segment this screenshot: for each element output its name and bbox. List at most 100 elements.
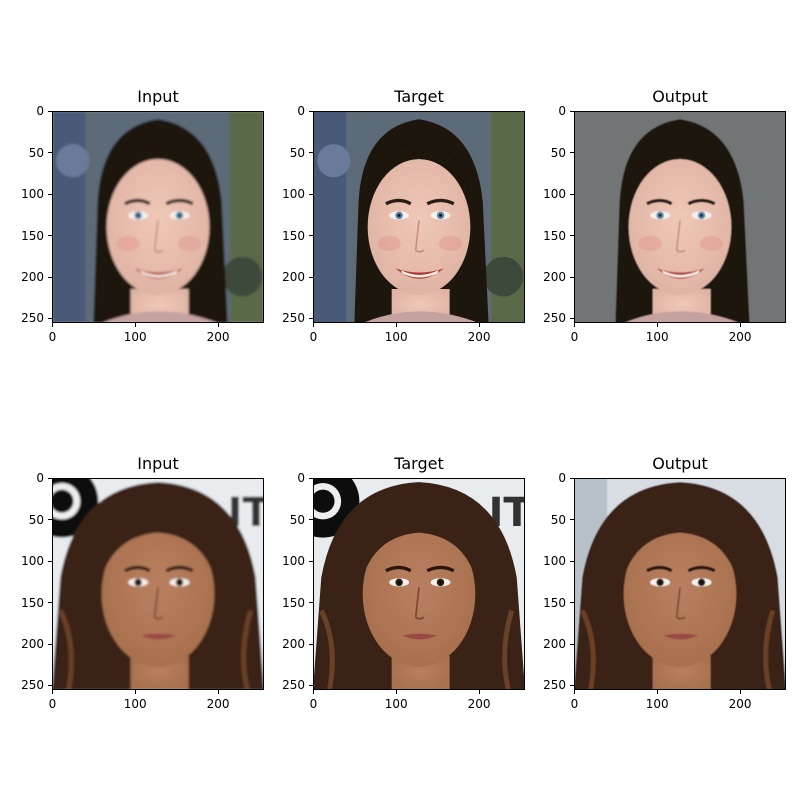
y-tick bbox=[48, 193, 52, 195]
panel-title: Output bbox=[652, 87, 708, 106]
y-tick-label: 150 bbox=[543, 228, 566, 243]
y-tick-label: 200 bbox=[21, 270, 44, 285]
y-tick-label: 100 bbox=[21, 187, 44, 202]
y-tick-label: 150 bbox=[543, 595, 566, 610]
y-tick bbox=[309, 110, 313, 112]
y-tick-label: 150 bbox=[21, 228, 44, 243]
y-tick bbox=[309, 560, 313, 562]
x-tick-label: 100 bbox=[645, 697, 669, 711]
x-tick-label: 0 bbox=[309, 697, 318, 711]
x-tick bbox=[656, 323, 658, 327]
y-tick bbox=[48, 235, 52, 237]
x-tick bbox=[395, 690, 397, 694]
y-tick bbox=[309, 193, 313, 195]
image-panel-output bbox=[574, 478, 786, 690]
y-tick-label: 150 bbox=[282, 595, 305, 610]
y-tick bbox=[48, 110, 52, 112]
y-tick bbox=[309, 519, 313, 521]
y-tick-label: 150 bbox=[282, 228, 305, 243]
y-tick-label: 50 bbox=[550, 145, 566, 160]
image-panel-input: IT bbox=[52, 478, 264, 690]
y-tick-label: 200 bbox=[21, 637, 44, 652]
y-tick bbox=[570, 684, 574, 686]
x-tick bbox=[217, 323, 219, 327]
y-tick-label: 200 bbox=[282, 270, 305, 285]
y-tick bbox=[48, 519, 52, 521]
y-tick-label: 250 bbox=[21, 678, 44, 693]
y-tick bbox=[570, 643, 574, 645]
face-image: IT bbox=[52, 478, 264, 690]
y-tick bbox=[309, 317, 313, 319]
y-tick-label: 250 bbox=[543, 678, 566, 693]
y-tick-label: 250 bbox=[543, 311, 566, 326]
y-tick-label: 50 bbox=[550, 512, 566, 527]
image-panel-target bbox=[313, 111, 525, 323]
x-tick-label: 100 bbox=[123, 697, 147, 711]
y-tick bbox=[48, 684, 52, 686]
x-tick-label: 200 bbox=[206, 697, 230, 711]
x-tick-label: 0 bbox=[48, 330, 57, 344]
y-tick bbox=[570, 110, 574, 112]
y-tick-label: 250 bbox=[282, 311, 305, 326]
y-tick-label: 200 bbox=[282, 637, 305, 652]
y-tick-label: 0 bbox=[297, 471, 305, 486]
y-tick-label: 250 bbox=[21, 311, 44, 326]
image-panel-target: IT bbox=[313, 478, 525, 690]
y-tick bbox=[48, 152, 52, 154]
x-tick bbox=[217, 690, 219, 694]
x-tick bbox=[656, 690, 658, 694]
y-tick bbox=[570, 152, 574, 154]
y-tick bbox=[570, 276, 574, 278]
y-tick bbox=[570, 235, 574, 237]
y-tick bbox=[48, 276, 52, 278]
x-tick bbox=[739, 323, 741, 327]
y-tick bbox=[570, 193, 574, 195]
x-tick bbox=[312, 690, 314, 694]
x-tick-label: 100 bbox=[645, 330, 669, 344]
x-tick-label: 200 bbox=[467, 330, 491, 344]
face-image: IT bbox=[313, 478, 525, 690]
y-tick-label: 200 bbox=[543, 637, 566, 652]
y-tick bbox=[309, 477, 313, 479]
face-image bbox=[574, 478, 786, 690]
x-tick bbox=[395, 323, 397, 327]
y-tick-label: 150 bbox=[21, 595, 44, 610]
y-tick bbox=[570, 602, 574, 604]
y-tick-label: 250 bbox=[282, 678, 305, 693]
y-tick-label: 50 bbox=[289, 145, 305, 160]
y-tick-label: 0 bbox=[558, 104, 566, 119]
y-tick bbox=[309, 643, 313, 645]
y-tick bbox=[570, 317, 574, 319]
y-tick-label: 0 bbox=[558, 471, 566, 486]
x-tick-label: 100 bbox=[123, 330, 147, 344]
x-tick-label: 0 bbox=[309, 330, 318, 344]
y-tick bbox=[309, 235, 313, 237]
y-tick-label: 100 bbox=[543, 187, 566, 202]
y-tick bbox=[570, 477, 574, 479]
x-tick bbox=[739, 690, 741, 694]
y-tick-label: 0 bbox=[36, 104, 44, 119]
y-tick-label: 100 bbox=[282, 187, 305, 202]
x-tick bbox=[573, 690, 575, 694]
x-tick bbox=[312, 323, 314, 327]
image-panel-input bbox=[52, 111, 264, 323]
x-tick-label: 0 bbox=[48, 697, 57, 711]
x-tick bbox=[478, 690, 480, 694]
panel-title: Target bbox=[394, 87, 444, 106]
x-tick-label: 200 bbox=[206, 330, 230, 344]
y-tick bbox=[48, 643, 52, 645]
y-tick-label: 100 bbox=[282, 554, 305, 569]
face-image bbox=[574, 111, 786, 323]
x-tick-label: 200 bbox=[728, 697, 752, 711]
panel-title: Output bbox=[652, 454, 708, 473]
y-tick-label: 100 bbox=[543, 554, 566, 569]
y-tick-label: 100 bbox=[21, 554, 44, 569]
x-tick-label: 200 bbox=[728, 330, 752, 344]
y-tick-label: 200 bbox=[543, 270, 566, 285]
panel-title: Target bbox=[394, 454, 444, 473]
y-tick-label: 0 bbox=[297, 104, 305, 119]
y-tick-label: 50 bbox=[28, 145, 44, 160]
x-tick bbox=[134, 323, 136, 327]
y-tick bbox=[48, 317, 52, 319]
y-tick-label: 50 bbox=[289, 512, 305, 527]
